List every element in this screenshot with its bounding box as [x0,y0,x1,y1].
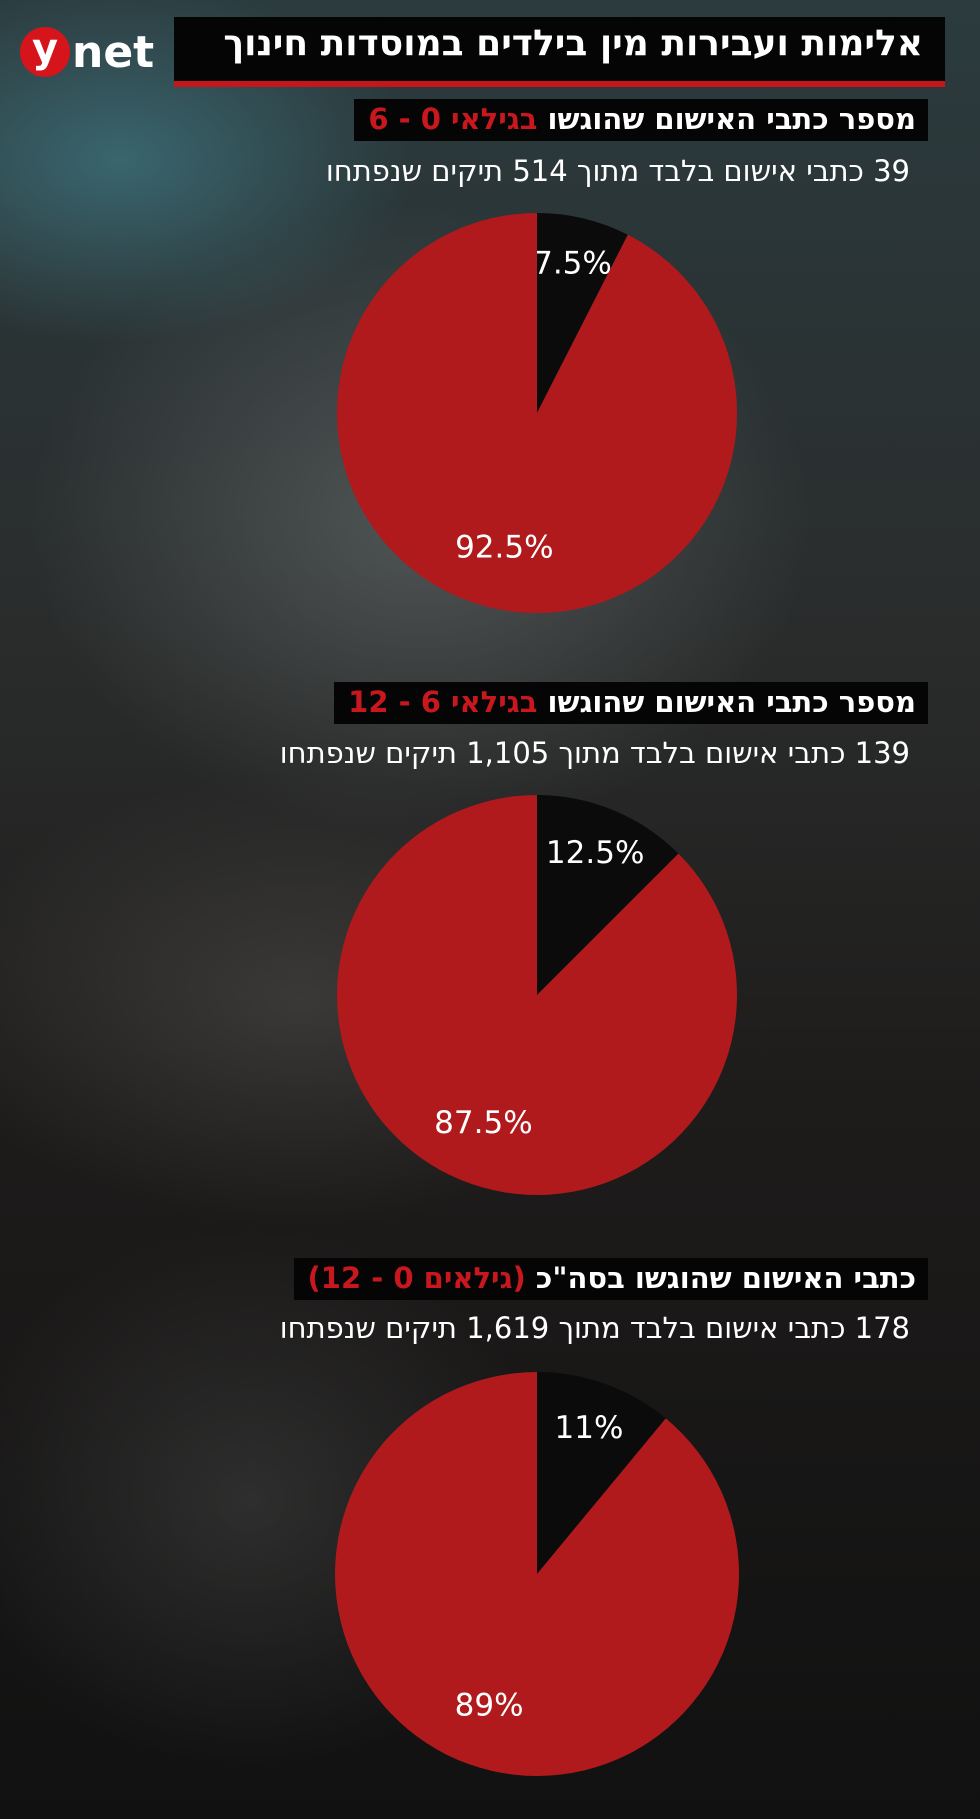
slice-label: 87.5% [434,1105,532,1141]
logo: y net [20,22,154,82]
chart-subtitle: 39 כתבי אישום בלבד מתוך 514 תיקים שנפתחו [325,154,910,188]
pie-slice [537,795,679,995]
title-bar: אלימות ועבירות מין בילדים במוסדות חינוך [174,17,945,87]
logo-text: net [72,26,155,78]
pie-slice [336,213,737,614]
title-highlight: (גילאים 0 - 12) [307,1261,526,1295]
title-highlight: בגילאי 0 - 6 [368,102,538,136]
slice-label: 92.5% [455,530,553,566]
chart-title: כתבי האישום שהוגשו בסה"כ (גילאים 0 - 12) [293,1258,928,1300]
chart-title: מספר כתבי האישום שהוגשו בגילאי 6 - 12 [334,682,928,724]
title-highlight: בגילאי 6 - 12 [348,685,538,719]
title-text: מספר כתבי האישום שהוגשו [547,685,916,719]
chart-subtitle: 139 כתבי אישום בלבד מתוך 1,105 תיקים שנפ… [279,736,910,770]
pie-slice [537,213,628,413]
pie-slice [334,1372,739,1776]
pie-slice [537,1372,666,1574]
title-text: מספר כתבי האישום שהוגשו [547,102,916,136]
pie-slice [337,795,737,1196]
logo-mark: y [20,27,70,77]
slice-label: 12.5% [546,835,644,871]
slice-label: 7.5% [533,246,612,282]
slice-label: 89% [455,1688,524,1724]
chart-subtitle: 178 כתבי אישום בלבד מתוך 1,619 תיקים שנפ… [279,1311,910,1345]
slice-label: 11% [555,1410,624,1446]
chart-title: מספר כתבי האישום שהוגשו בגילאי 0 - 6 [354,99,928,141]
title-text: כתבי האישום שהוגשו בסה"כ [535,1261,916,1295]
main-title: אלימות ועבירות מין בילדים במוסדות חינוך [223,23,923,64]
